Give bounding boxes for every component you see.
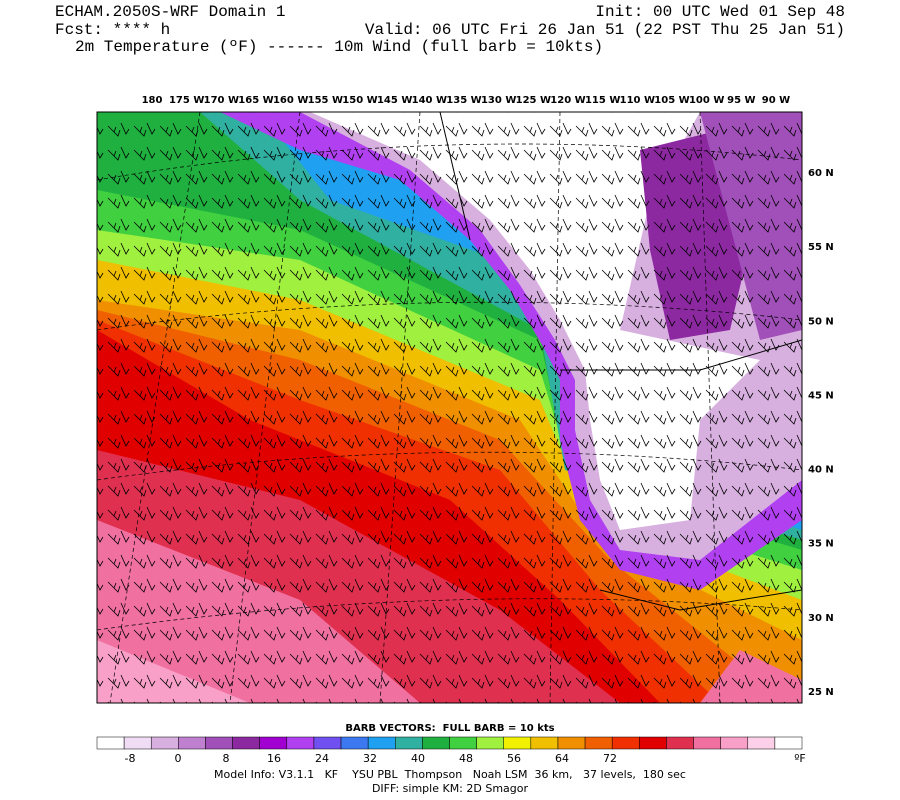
colorbar-unit: ºF xyxy=(794,752,806,765)
graticule xyxy=(97,112,802,703)
graticule-line xyxy=(379,112,421,703)
color-swatch xyxy=(639,736,667,750)
color-swatch xyxy=(123,736,152,750)
color-swatch xyxy=(178,736,206,750)
longitude-label: 125 W xyxy=(516,95,551,106)
color-swatch xyxy=(232,736,260,750)
longitude-label: 155 W xyxy=(308,95,343,106)
color-swatch xyxy=(774,736,803,750)
longitude-label: 170 W xyxy=(204,95,239,106)
colorbar-label: 56 xyxy=(507,752,521,765)
longitude-label: 165 W xyxy=(238,95,273,106)
color-swatch xyxy=(449,736,477,750)
longitude-label: 175 W xyxy=(169,95,204,106)
color-swatch xyxy=(150,736,179,750)
longitude-label: 180 xyxy=(142,95,163,106)
forecast-hour: Fcst: **** h xyxy=(55,21,170,39)
color-swatch xyxy=(367,736,396,750)
title: ECHAM.2050S-WRF Domain 1 xyxy=(55,3,285,21)
longitude-label: 100 W xyxy=(689,95,724,106)
color-swatch xyxy=(611,736,640,750)
colorbar-label: 0 xyxy=(175,752,182,765)
color-swatch xyxy=(666,736,694,750)
color-swatch xyxy=(503,736,532,750)
longitude-label: 135 W xyxy=(446,95,481,106)
colorbar-label: 72 xyxy=(603,752,617,765)
color-swatch xyxy=(693,736,721,750)
color-swatch xyxy=(747,736,776,750)
diff-info: DIFF: simple KM: 2D Smagor xyxy=(372,782,529,795)
color-swatch xyxy=(530,736,559,750)
color-swatch xyxy=(557,736,586,750)
latitude-label: 30 N xyxy=(808,613,834,624)
longitude-label: 110 W xyxy=(620,95,655,106)
color-swatch xyxy=(422,736,450,750)
latitude-label: 40 N xyxy=(808,465,834,476)
color-swatch xyxy=(96,736,125,750)
color-swatch xyxy=(720,736,749,750)
colorbar-label: 48 xyxy=(459,752,473,765)
longitude-label: 145 W xyxy=(377,95,412,106)
graticule-line xyxy=(97,451,802,481)
color-swatch xyxy=(259,736,288,750)
latitude-label: 25 N xyxy=(808,687,834,698)
latitude-label: 45 N xyxy=(808,390,834,401)
init-time: Init: 00 UTC Wed 01 Sep 48 xyxy=(595,3,845,21)
color-swatch xyxy=(340,736,369,750)
colorbar-label: 64 xyxy=(555,752,569,765)
wind-barbs xyxy=(97,112,802,703)
legend-title: BARB VECTORS: FULL BARB = 10 kts xyxy=(345,723,554,734)
border xyxy=(560,339,802,371)
colorbar-label: 24 xyxy=(315,752,329,765)
longitude-label: 105 W xyxy=(654,95,689,106)
map xyxy=(97,112,802,703)
longitude-label: 95 W xyxy=(727,95,755,106)
map-frame xyxy=(96,111,803,704)
latitude-label: 50 N xyxy=(808,316,834,327)
longitude-label: 90 W xyxy=(762,95,790,106)
longitude-label: 140 W xyxy=(412,95,447,106)
longitude-label: 115 W xyxy=(585,95,620,106)
colorbar-label: -8 xyxy=(125,752,136,765)
color-swatch xyxy=(395,736,423,750)
border xyxy=(599,589,802,611)
graticule-line xyxy=(229,112,301,703)
longitude-label: 150 W xyxy=(342,95,377,106)
border xyxy=(439,112,471,241)
graticule-line xyxy=(97,598,802,631)
borders xyxy=(439,112,802,611)
graticule-line xyxy=(699,112,721,703)
graticule-line xyxy=(97,301,802,331)
longitude-label: 130 W xyxy=(481,95,516,106)
colorbar-label: 40 xyxy=(411,752,425,765)
color-swatch xyxy=(584,736,613,750)
color-swatch xyxy=(205,736,233,750)
valid-time: Valid: 06 UTC Fri 26 Jan 51 (22 PST Thu … xyxy=(365,21,845,39)
graticule-line xyxy=(97,143,802,181)
color-swatch xyxy=(313,736,342,750)
model-info: Model Info: V3.1.1 KF YSU PBL Thompson N… xyxy=(214,768,686,781)
colorbar-label: 8 xyxy=(223,752,230,765)
colorbar-label: 32 xyxy=(363,752,377,765)
longitude-label: 120 W xyxy=(550,95,585,106)
fields: 2m Temperature (ºF) ------ 10m Wind (ful… xyxy=(75,38,603,56)
graticule-line xyxy=(109,112,201,703)
longitude-label: 160 W xyxy=(273,95,308,106)
latitude-label: 55 N xyxy=(808,242,834,253)
latitude-label: 60 N xyxy=(808,168,834,179)
graticule-line xyxy=(549,112,561,703)
latitude-label: 35 N xyxy=(808,539,834,550)
color-swatch xyxy=(286,736,315,750)
colorbar-label: 16 xyxy=(267,752,281,765)
color-swatch xyxy=(476,736,504,750)
